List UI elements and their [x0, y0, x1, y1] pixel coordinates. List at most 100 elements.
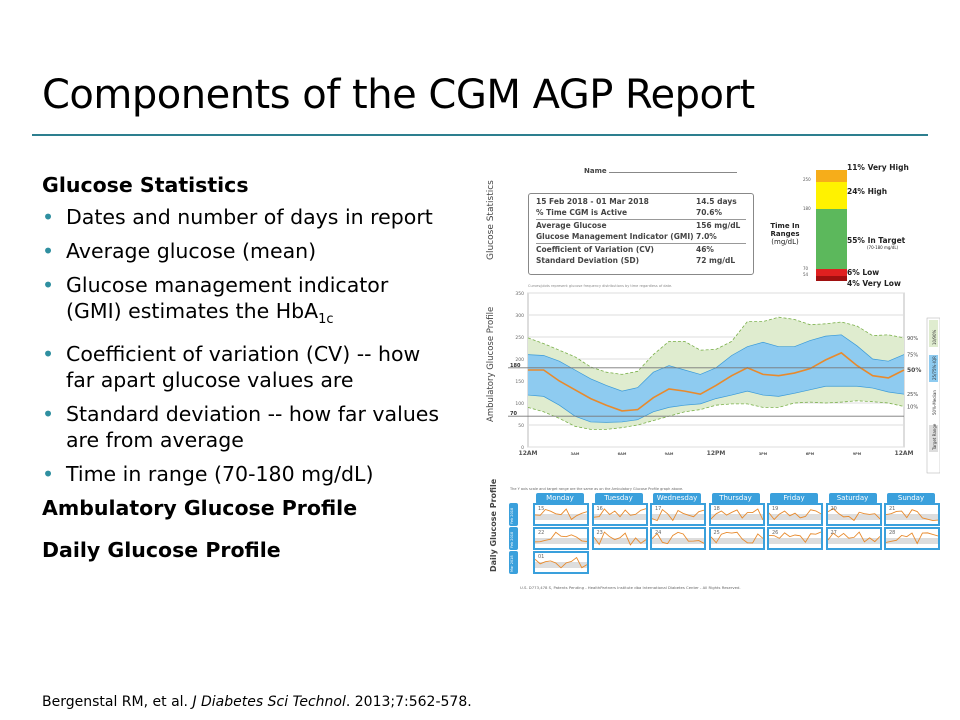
agp-note: Curves/plots represent glucose frequency…	[528, 284, 673, 288]
day-cell: 17	[650, 503, 706, 526]
target-value: 180	[510, 363, 521, 369]
day-cell: 25	[708, 527, 765, 550]
x-tick-label: 3PM	[759, 452, 768, 456]
legend-item: 25/75%-IQR	[932, 356, 937, 380]
day-header: Saturday	[828, 493, 877, 504]
tir-segment	[816, 209, 847, 269]
day-sparkline	[710, 508, 763, 521]
day-header: Tuesday	[594, 493, 643, 504]
y-tick-label: 300	[515, 313, 524, 319]
stats-row: 15 Feb 2018 - 01 Mar 2018 14.5 days	[536, 197, 746, 208]
agp-legend: 10/90% 25/75%-IQR 50%-Median Target Range	[926, 317, 940, 474]
date-label: 24	[655, 530, 662, 536]
day-sparkline	[886, 509, 938, 522]
tir-title: Time In Ranges (mg/dL)	[767, 222, 803, 246]
agp-chart: 0 50 100 150 200 250 300 350 70 180 12AM 3AM 6AM 9AM 1…	[508, 291, 940, 474]
bullet-list: Dates and number of days in report Avera…	[42, 204, 442, 487]
title-divider	[32, 134, 928, 136]
day-sparkline	[827, 531, 880, 544]
bullet-text: Glucose management indicator (GMI) estim…	[66, 273, 389, 323]
stats-row: Coefficient of Variation (CV) 46%	[536, 245, 746, 256]
day-cell: 01	[533, 551, 589, 574]
series-25	[527, 385, 905, 423]
stat-value: 14.5 days	[696, 197, 737, 206]
legend-item: Target Range	[932, 423, 937, 451]
day-cell: 24	[650, 527, 706, 550]
bullet-item: Dates and number of days in report	[42, 204, 442, 230]
tir-label: 11% Very High	[847, 163, 909, 172]
stat-label: % Time CGM is Active	[536, 207, 628, 217]
day-sparkline	[886, 532, 938, 545]
stat-label: 15 Feb 2018 - 01 Mar 2018	[536, 197, 649, 206]
day-cell: 22	[533, 527, 589, 550]
x-tick-label: 6PM	[806, 452, 815, 456]
tir-label: 55% In Target (70-180 mg/dL)	[847, 236, 906, 250]
date-label: 27	[830, 530, 837, 536]
x-tick-label: 12AM	[895, 450, 914, 457]
day-sparkline	[535, 556, 587, 569]
series-90	[527, 316, 905, 375]
stat-value: 156 mg/dL	[696, 221, 741, 230]
citation: Bergenstal RM, et al. J Diabetes Sci Tec…	[42, 694, 472, 710]
citation-details: . 2013;7:562-578.	[345, 694, 472, 710]
bullet-item: Coefficient of variation (CV) -- how far…	[42, 341, 442, 393]
day-header: Friday	[770, 493, 818, 504]
stat-value: 70.6%	[696, 207, 723, 217]
tir-tick: 54	[803, 272, 809, 277]
tir-label: 4% Very Low	[847, 279, 901, 288]
heading-daily-profile: Daily Glucose Profile	[42, 538, 281, 563]
date-label: 19	[772, 506, 779, 512]
percentile-label: 90%	[907, 336, 918, 342]
tir-segment	[816, 269, 847, 276]
stat-value: 72 mg/dL	[696, 255, 736, 265]
stats-row: Standard Deviation (SD) 72 mg/dL	[536, 256, 746, 267]
day-sparkline	[769, 531, 821, 544]
stat-value: 46%	[696, 245, 714, 254]
day-header: Thursday	[711, 493, 760, 504]
day-cell: 26	[767, 527, 823, 550]
target-value: 70	[510, 411, 517, 417]
heading-agp: Ambulatory Glucose Profile	[42, 496, 358, 521]
daily-note: The Y axis scale and target range are th…	[510, 487, 684, 491]
stats-row: Average Glucose 156 mg/dL	[536, 221, 746, 232]
tir-title-text: Time In Ranges	[770, 222, 800, 238]
month-label: Feb 2018	[510, 531, 514, 548]
date-label: 23	[596, 530, 603, 536]
name-field: Name	[584, 167, 738, 175]
day-sparkline	[827, 508, 880, 522]
day-cell: 28	[884, 527, 940, 550]
y-tick-label: 350	[515, 291, 524, 297]
name-label: Name	[584, 167, 607, 175]
x-tick-label: 9PM	[853, 452, 862, 456]
tir-label: 6% Low	[847, 268, 880, 277]
date-label: 15	[538, 506, 545, 512]
date-label: 25	[713, 530, 720, 536]
tir-tick: 70	[803, 266, 809, 271]
y-tick-label: 150	[515, 379, 524, 385]
percentile-label: 10%	[907, 405, 918, 411]
day-cell: 19	[767, 503, 823, 526]
date-label: 21	[889, 506, 896, 512]
daily-profile-label: Daily Glucose Profile	[489, 478, 498, 572]
tir-label: 24% High	[847, 187, 888, 196]
tir-segment	[816, 170, 847, 182]
stats-divider	[536, 219, 746, 220]
stat-label: Standard Deviation (SD)	[536, 255, 640, 265]
day-cell: 21	[884, 503, 940, 526]
month-tab: Feb 2018	[509, 503, 518, 526]
day-cell: 18	[708, 503, 765, 526]
x-tick-label: 12PM	[707, 450, 726, 457]
month-tab: Feb 2018	[509, 527, 518, 550]
day-header: Sunday	[887, 493, 935, 504]
month-label: Mar 2018	[510, 555, 514, 572]
day-sparkline	[710, 531, 763, 544]
citation-journal: J Diabetes Sci Technol	[192, 694, 346, 710]
month-label: Feb 2018	[510, 507, 514, 524]
bullet-item: Glucose management indicator (GMI) estim…	[42, 272, 442, 333]
day-sparkline	[769, 509, 821, 521]
x-tick-label: 9AM	[665, 452, 674, 456]
day-cell: 15	[533, 503, 589, 526]
stats-divider	[536, 243, 746, 244]
bullet-item: Time in range (70-180 mg/dL)	[42, 461, 442, 487]
day-header: Wednesday	[653, 493, 701, 504]
